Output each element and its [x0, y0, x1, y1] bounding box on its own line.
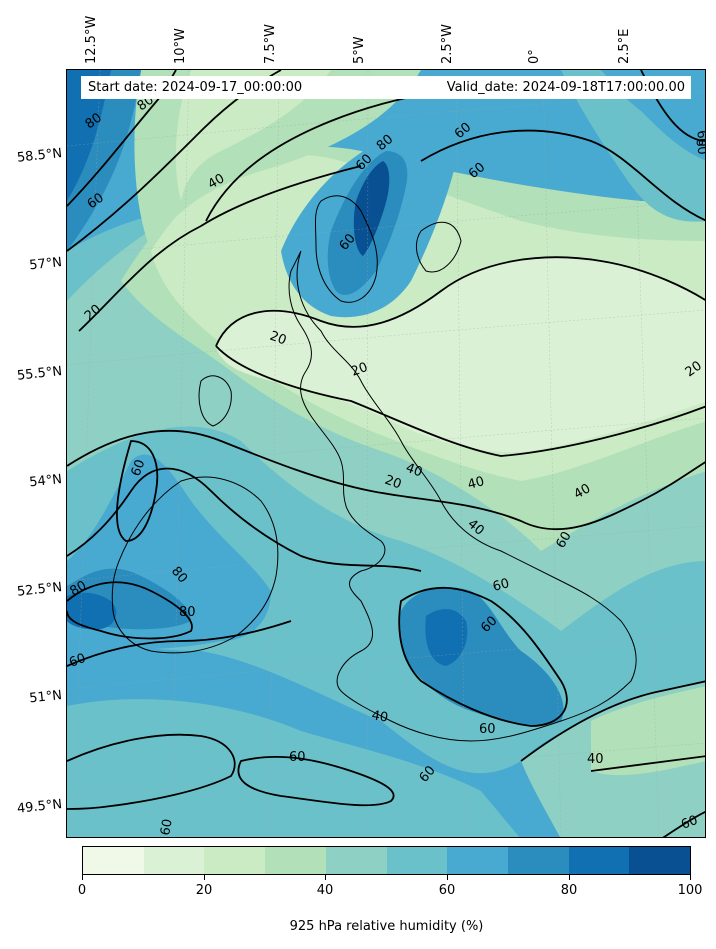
lon-label-0: 0° [527, 49, 542, 64]
colorbar-title: 925 hPa relative humidity (%) [289, 919, 484, 934]
lat-label-49-5n: 49.5°N [16, 797, 63, 817]
coastline [111, 195, 637, 742]
lon-label-5w: 5°W [352, 36, 367, 64]
colorbar-swatch [507, 847, 569, 874]
contour-label: 40 [206, 171, 228, 192]
contour-label: 40 [370, 708, 389, 726]
colorbar-swatch [568, 847, 630, 874]
colorbar-tick [82, 875, 83, 880]
colorbar-swatch [83, 847, 144, 874]
info-box: Start date: 2024-09-17_00:00:00 Valid_da… [81, 76, 691, 99]
lon-label-2-5e: 2.5°E [617, 28, 632, 64]
contour-label: 60 [129, 458, 149, 479]
colorbar-swatch [143, 847, 205, 874]
colorbar-swatch [204, 847, 266, 874]
colorbar-label-60: 60 [438, 883, 456, 898]
contour-label: 20 [349, 360, 370, 380]
humidity-band-50-60-south [67, 699, 520, 837]
contour-label: 60 [491, 576, 511, 595]
colorbar-label-100: 100 [677, 883, 703, 898]
colorbar-tick [569, 875, 570, 880]
contour-label: 60 [479, 722, 496, 737]
contour-label: 60 [692, 137, 706, 156]
lon-label-2-5w: 2.5°W [440, 23, 455, 64]
contour-label-group: 80 80 60 40 20 60 80 60 60 60 20 20 20 4… [67, 92, 706, 837]
lon-label-12-5w: 12.5°W [84, 15, 99, 64]
contour-label: 40 [404, 461, 425, 481]
lat-label-52-5n: 52.5°N [16, 580, 63, 600]
lat-label-57n: 57°N [28, 255, 63, 274]
map-canvas: 80 80 60 40 20 60 80 60 60 60 20 20 20 4… [67, 70, 706, 837]
contour-label: 60 [289, 750, 306, 765]
colorbar-label-40: 40 [316, 883, 334, 898]
contour-label: 40 [572, 481, 594, 502]
lat-label-51n: 51°N [28, 688, 63, 707]
contour-label: 60 [679, 813, 700, 833]
humidity-band-se-drier [591, 686, 705, 776]
humidity-map[interactable]: 80 80 60 40 20 60 80 60 60 60 20 20 20 4… [66, 69, 706, 838]
colorbar-swatch [629, 847, 691, 874]
humidity-band-10-20 [216, 257, 705, 452]
valid-date-label: Valid_date: 2024-09-18T17:00:00.00 [446, 80, 685, 95]
colorbar-tick [325, 875, 326, 880]
lon-label-10w: 10°W [173, 28, 188, 64]
humidity-band-nw-moist-core [67, 70, 111, 201]
start-date-label: Start date: 2024-09-17_00:00:00 [88, 80, 303, 95]
lon-label-7-5w: 7.5°W [263, 23, 278, 64]
colorbar-swatch [265, 847, 326, 874]
contour-lines [67, 70, 705, 837]
contour-label: 40 [466, 474, 486, 493]
colorbar-label-0: 0 [77, 883, 87, 898]
contour-label: 60 [553, 529, 574, 551]
contour-label: 80 [68, 578, 90, 599]
lat-label-54n: 54°N [28, 472, 63, 491]
contour-label: 60 [158, 818, 176, 837]
humidity-band-england-core [425, 609, 468, 666]
contour-label: 80 [179, 605, 196, 620]
humidity-band-nw-dry-inner [175, 70, 331, 201]
humidity-band-scotland-peak [353, 161, 390, 256]
lat-label-58-5n: 58.5°N [16, 146, 63, 166]
contour-label: 20 [383, 473, 404, 493]
colorbar-swatch [325, 847, 387, 874]
colorbar-label-80: 80 [560, 883, 578, 898]
contour-label: 20 [268, 329, 289, 349]
colorbar [82, 846, 691, 875]
colorbar-tick [204, 875, 205, 880]
contour-label: 40 [587, 752, 604, 767]
colorbar-tick [447, 875, 448, 880]
colorbar-swatch [447, 847, 508, 874]
colorbar-tick [690, 875, 691, 880]
colorbar-label-20: 20 [195, 883, 213, 898]
humidity-band-ireland-peak [67, 592, 117, 630]
colorbar-swatch [386, 847, 448, 874]
lat-label-55-5n: 55.5°N [16, 364, 63, 384]
contour-label: 60 [693, 129, 706, 148]
contour-label: 60 [67, 651, 88, 671]
